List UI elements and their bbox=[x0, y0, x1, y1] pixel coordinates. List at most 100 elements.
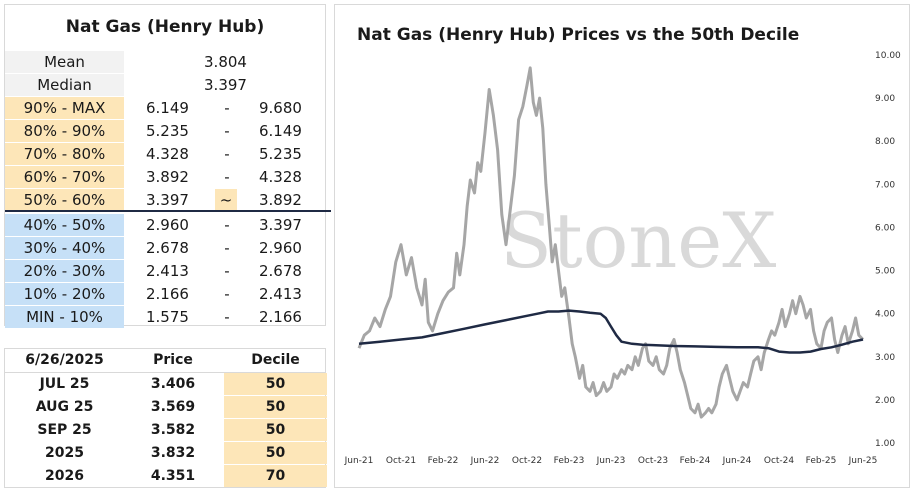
header-decile: Decile bbox=[251, 352, 300, 368]
forward-decile-table: 6/26/2025 Price Decile JUL 25 3.406 50 AUG … bbox=[4, 348, 327, 488]
decile-range-label: 20% - 30% bbox=[5, 260, 124, 282]
y-tick-label: 2.00 bbox=[875, 396, 895, 406]
decile-high-value: 2.413 bbox=[259, 285, 302, 303]
decile-row: 60% - 70% 3.892 - 4.328 bbox=[5, 166, 325, 189]
decile-separator: - bbox=[224, 216, 230, 234]
x-tick-label: Oct-23 bbox=[638, 456, 668, 466]
decile-low-value: 2.678 bbox=[146, 239, 189, 257]
contract-label: AUG 25 bbox=[35, 399, 94, 415]
decile-separator: ~ bbox=[215, 189, 237, 211]
forward-row: 2026 4.351 70 bbox=[5, 465, 327, 488]
y-tick-label: 8.00 bbox=[875, 137, 895, 147]
decile-row: 50% - 60% 3.397 ~3.892 bbox=[5, 189, 325, 212]
y-tick-label: 9.00 bbox=[875, 94, 895, 104]
y-tick-label: 4.00 bbox=[875, 310, 895, 320]
decile-low-value: 3.397 bbox=[146, 191, 189, 209]
decile-row: 80% - 90% 5.235 - 6.149 bbox=[5, 120, 325, 143]
decile-range-label: 40% - 50% bbox=[5, 214, 124, 236]
decile-row: 10% - 20% 2.166 - 2.413 bbox=[5, 283, 325, 306]
decile-range-label: 30% - 40% bbox=[5, 237, 124, 259]
decile-high-value: 3.892 bbox=[259, 191, 302, 209]
decile-separator: - bbox=[224, 122, 230, 140]
decile-separator: - bbox=[224, 262, 230, 280]
contract-decile: 50 bbox=[224, 373, 327, 395]
decile-separator: - bbox=[224, 308, 230, 326]
contract-label: 2026 bbox=[45, 468, 84, 484]
forward-row: SEP 25 3.582 50 bbox=[5, 419, 327, 442]
decile-separator: - bbox=[224, 285, 230, 303]
x-tick-label: Jun-24 bbox=[722, 456, 752, 466]
decile-row: 40% - 50% 2.960 - 3.397 bbox=[5, 214, 325, 237]
forward-row: JUL 25 3.406 50 bbox=[5, 373, 327, 396]
henry-hub-price-line bbox=[357, 66, 865, 419]
x-tick-label: Jun-23 bbox=[596, 456, 626, 466]
decile-high-value: 3.397 bbox=[259, 216, 302, 234]
x-tick-label: Oct-21 bbox=[386, 456, 416, 466]
decile-range-label: 50% - 60% bbox=[5, 189, 124, 211]
x-tick-label: Feb-23 bbox=[554, 456, 585, 466]
decile-row: 30% - 40% 2.678 - 2.960 bbox=[5, 237, 325, 260]
x-tick-label: Oct-24 bbox=[764, 456, 795, 466]
decile-row: 20% - 30% 2.413 - 2.678 bbox=[5, 260, 325, 283]
y-tick-label: 1.00 bbox=[875, 439, 895, 449]
fiftieth-decile-line bbox=[358, 309, 864, 354]
contract-price: 3.406 bbox=[150, 376, 196, 392]
decile-separator: - bbox=[224, 239, 230, 257]
y-tick-label: 3.00 bbox=[875, 353, 895, 363]
decile-low-value: 6.149 bbox=[146, 99, 189, 117]
chart-title: Nat Gas (Henry Hub) Prices vs the 50th D… bbox=[357, 25, 800, 45]
contract-label: JUL 25 bbox=[39, 376, 90, 392]
contract-price: 3.569 bbox=[150, 399, 196, 415]
decile-high-value: 4.328 bbox=[259, 168, 302, 186]
price-chart: StoneX 1.00 2.00 3.00 4.00 5.00 6.00 7.00 8.00 9… bbox=[334, 4, 910, 488]
decile-low-value: 2.166 bbox=[146, 285, 189, 303]
decile-row: MIN - 10% 1.575 - 2.166 bbox=[5, 306, 325, 329]
contract-decile: 50 bbox=[224, 442, 327, 464]
decile-range-label: 60% - 70% bbox=[5, 166, 124, 188]
x-tick-label: Feb-24 bbox=[680, 456, 711, 466]
decile-high-value: 2.166 bbox=[259, 308, 302, 326]
decile-range-label: 80% - 90% bbox=[5, 120, 124, 142]
mean-value: 3.804 bbox=[204, 53, 247, 71]
decile-low-value: 3.892 bbox=[146, 168, 189, 186]
decile-low-value: 1.575 bbox=[146, 308, 189, 326]
y-tick-label: 7.00 bbox=[875, 180, 895, 190]
contract-price: 4.351 bbox=[150, 468, 196, 484]
median-label: Median bbox=[5, 74, 124, 96]
decile-table: Nat Gas (Henry Hub) Mean 3.804 Median 3.… bbox=[4, 4, 331, 329]
forward-row: 2025 3.832 50 bbox=[5, 442, 327, 465]
mean-row: Mean 3.804 bbox=[5, 51, 325, 74]
decile-low-value: 5.235 bbox=[146, 122, 189, 140]
median-divider-line bbox=[5, 210, 331, 212]
decile-range-label: MIN - 10% bbox=[5, 306, 124, 328]
y-tick-label: 10.00 bbox=[875, 51, 901, 61]
mean-label: Mean bbox=[5, 51, 124, 73]
x-tick-label: Feb-25 bbox=[806, 456, 837, 466]
contract-label: SEP 25 bbox=[37, 422, 92, 438]
x-tick-label: Jun-22 bbox=[470, 456, 500, 466]
contract-decile: 50 bbox=[224, 396, 327, 418]
header-date: 6/26/2025 bbox=[25, 352, 104, 368]
decile-row: 90% - MAX 6.149 - 9.680 bbox=[5, 97, 325, 120]
x-tick-label: Jun-21 bbox=[344, 456, 374, 466]
decile-high-value: 5.235 bbox=[259, 145, 302, 163]
decile-low-value: 2.413 bbox=[146, 262, 189, 280]
x-tick-label: Feb-22 bbox=[428, 456, 459, 466]
decile-table-title: Nat Gas (Henry Hub) bbox=[65, 17, 265, 37]
price-chart-svg: StoneX 1.00 2.00 3.00 4.00 5.00 6.00 7.00 8.00 9… bbox=[344, 51, 901, 466]
contract-label: 2025 bbox=[45, 445, 84, 461]
x-tick-label: Oct-22 bbox=[512, 456, 542, 466]
stonex-watermark: StoneX bbox=[500, 196, 776, 285]
contract-decile: 70 bbox=[224, 465, 327, 487]
x-tick-label: Jun-25 bbox=[848, 456, 878, 466]
contract-price: 3.582 bbox=[150, 422, 196, 438]
decile-separator: - bbox=[224, 145, 230, 163]
contract-price: 3.832 bbox=[150, 445, 196, 461]
decile-separator: - bbox=[224, 99, 230, 117]
median-value: 3.397 bbox=[204, 76, 247, 94]
decile-high-value: 6.149 bbox=[259, 122, 302, 140]
decile-row: 70% - 80% 4.328 - 5.235 bbox=[5, 143, 325, 166]
decile-range-label: 70% - 80% bbox=[5, 143, 124, 165]
decile-high-value: 2.960 bbox=[259, 239, 302, 257]
decile-high-value: 9.680 bbox=[259, 99, 302, 117]
